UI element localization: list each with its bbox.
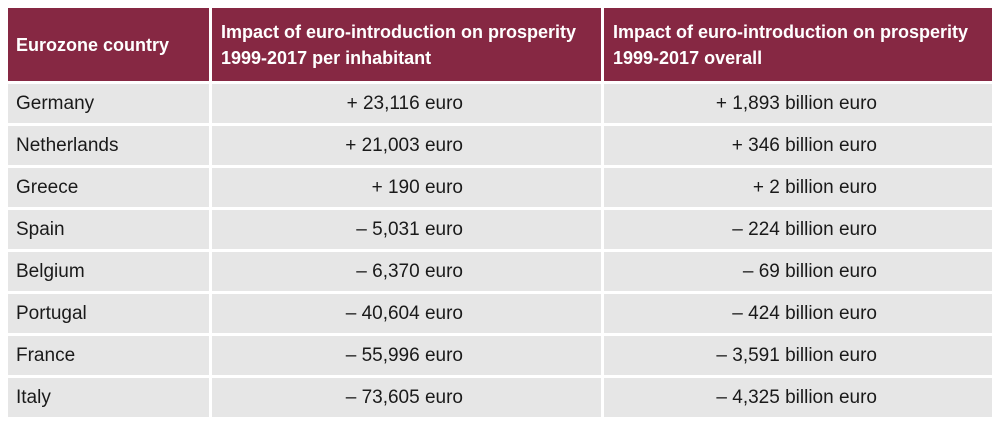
overall-cell: + 1,893 billion euro <box>604 84 992 123</box>
table-row: Spain – 5,031 euro – 224 billion euro <box>8 210 992 249</box>
country-cell: Belgium <box>8 252 209 291</box>
country-cell: Netherlands <box>8 126 209 165</box>
table-row: Portugal – 40,604 euro – 424 billion eur… <box>8 294 992 333</box>
table-header-row: Eurozone country Impact of euro-introduc… <box>8 8 992 81</box>
header-per-inhabitant: Impact of euro-introduction on prosperit… <box>212 8 601 81</box>
country-cell: Greece <box>8 168 209 207</box>
overall-cell: – 3,591 billion euro <box>604 336 992 375</box>
table-row: Greece + 190 euro + 2 billion euro <box>8 168 992 207</box>
overall-cell: + 2 billion euro <box>604 168 992 207</box>
per-inhabitant-cell: + 21,003 euro <box>212 126 601 165</box>
overall-cell: – 424 billion euro <box>604 294 992 333</box>
per-inhabitant-cell: – 55,996 euro <box>212 336 601 375</box>
per-inhabitant-cell: – 5,031 euro <box>212 210 601 249</box>
country-cell: Spain <box>8 210 209 249</box>
per-inhabitant-cell: – 6,370 euro <box>212 252 601 291</box>
prosperity-table: Eurozone country Impact of euro-introduc… <box>8 8 992 420</box>
per-inhabitant-cell: – 40,604 euro <box>212 294 601 333</box>
country-cell: Portugal <box>8 294 209 333</box>
table-row: Italy – 73,605 euro – 4,325 billion euro <box>8 378 992 417</box>
header-country: Eurozone country <box>8 8 209 81</box>
country-cell: Germany <box>8 84 209 123</box>
overall-cell: – 224 billion euro <box>604 210 992 249</box>
overall-cell: + 346 billion euro <box>604 126 992 165</box>
country-cell: France <box>8 336 209 375</box>
per-inhabitant-cell: + 23,116 euro <box>212 84 601 123</box>
overall-cell: – 4,325 billion euro <box>604 378 992 417</box>
table-row: Netherlands + 21,003 euro + 346 billion … <box>8 126 992 165</box>
per-inhabitant-cell: – 73,605 euro <box>212 378 601 417</box>
country-cell: Italy <box>8 378 209 417</box>
per-inhabitant-cell: + 190 euro <box>212 168 601 207</box>
table-row: Belgium – 6,370 euro – 69 billion euro <box>8 252 992 291</box>
table-row: France – 55,996 euro – 3,591 billion eur… <box>8 336 992 375</box>
overall-cell: – 69 billion euro <box>604 252 992 291</box>
header-overall: Impact of euro-introduction on prosperit… <box>604 8 992 81</box>
table-row: Germany + 23,116 euro + 1,893 billion eu… <box>8 84 992 123</box>
